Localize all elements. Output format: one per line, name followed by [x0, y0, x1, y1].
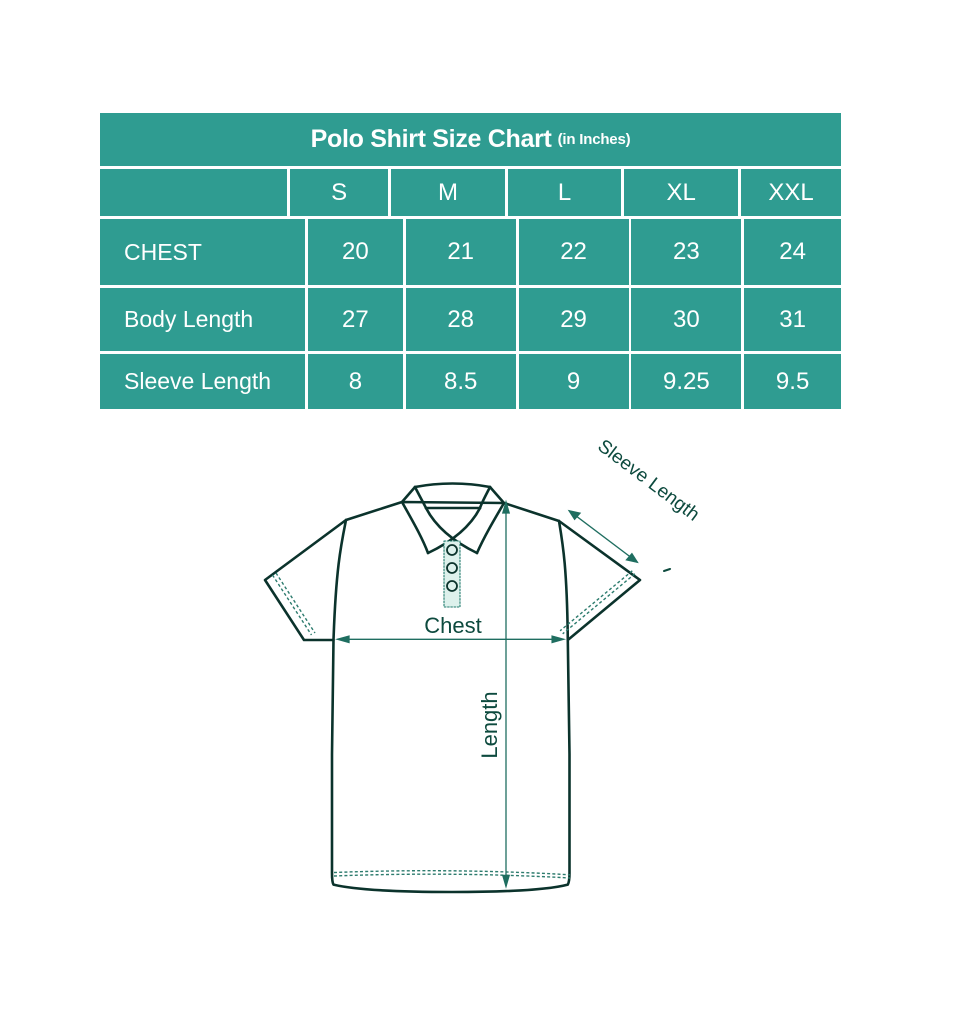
- svg-text:Length: Length: [477, 691, 502, 758]
- svg-text:Chest: Chest: [424, 613, 481, 638]
- svg-text:Sleeve Length: Sleeve Length: [593, 436, 703, 526]
